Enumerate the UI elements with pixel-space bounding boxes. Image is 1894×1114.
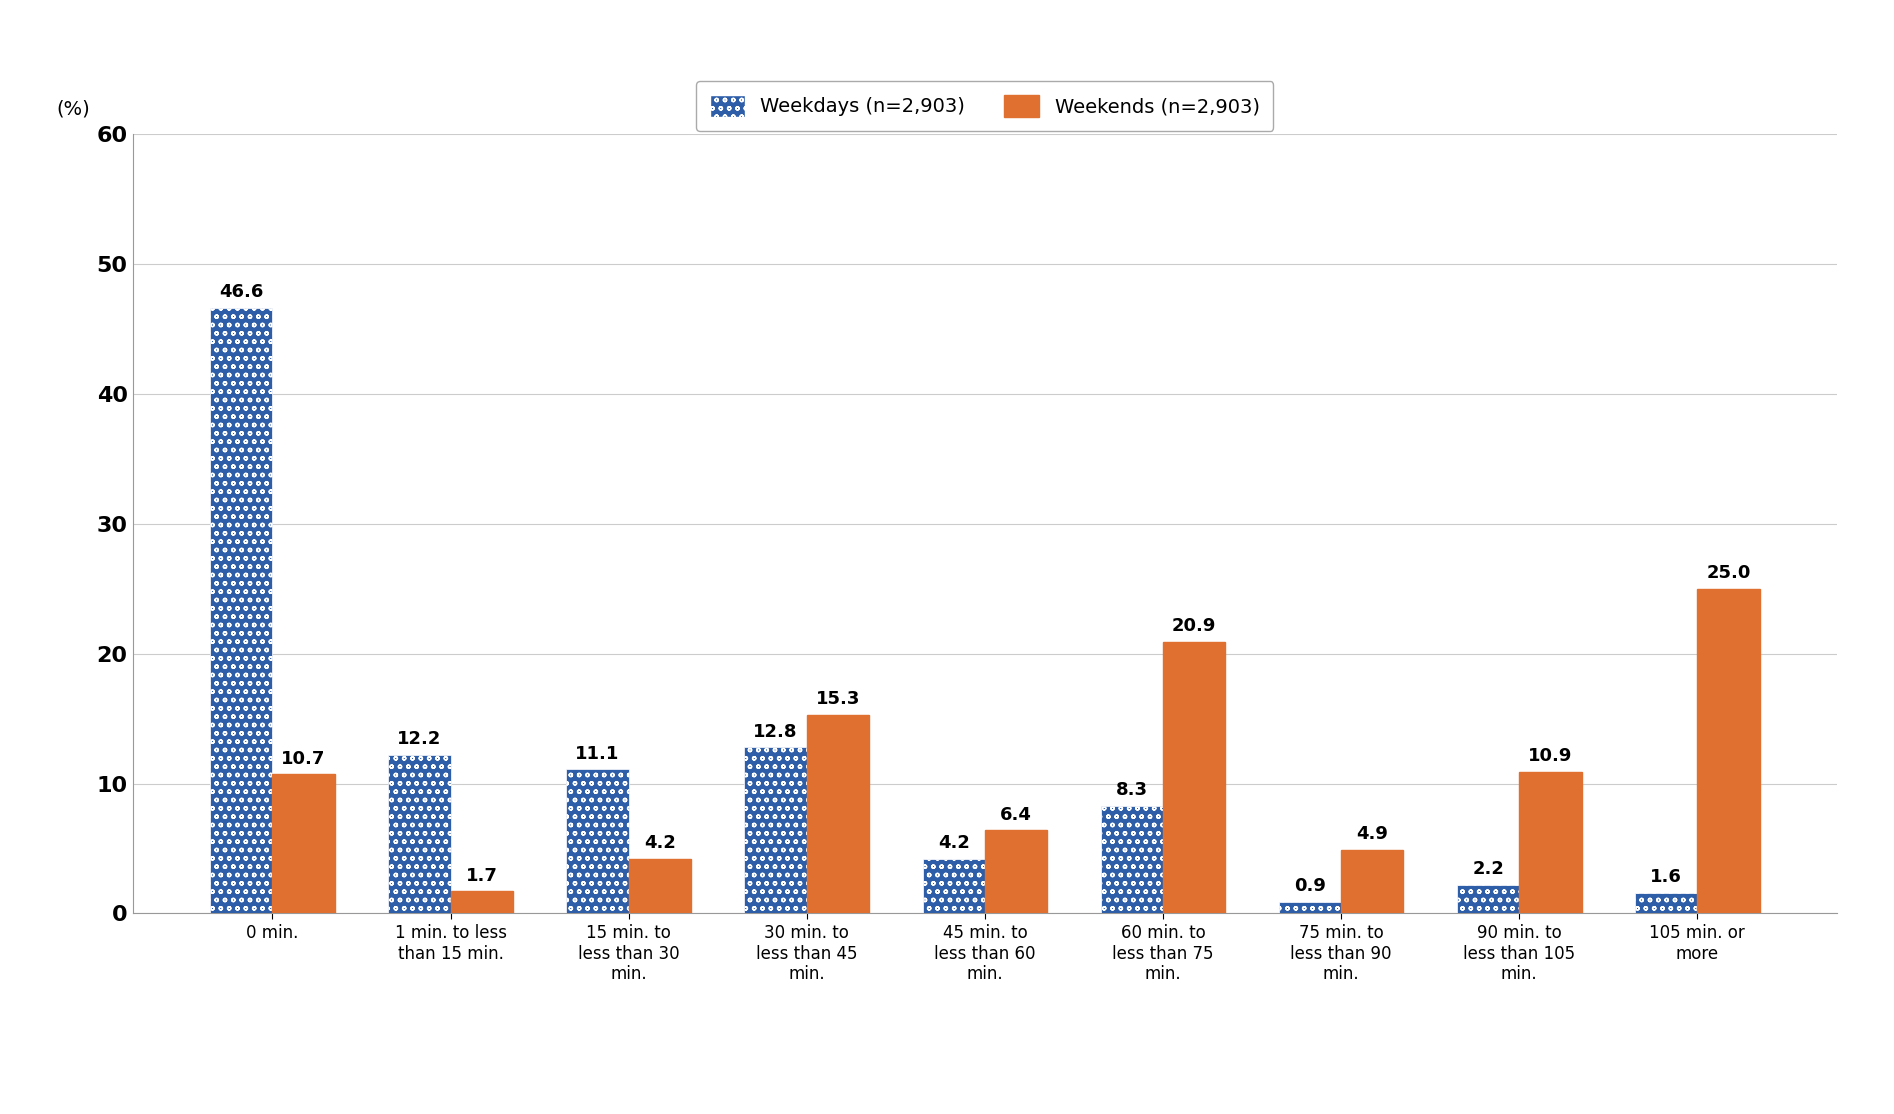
Bar [807,715,869,913]
Text: 4.2: 4.2 [938,834,970,852]
Text: 1.7: 1.7 [466,867,498,885]
Bar [1519,772,1581,913]
Bar [1456,885,1519,913]
Text: 8.3: 8.3 [1116,781,1148,799]
Bar [1278,901,1341,913]
Text: 0.9: 0.9 [1294,878,1326,896]
Text: 46.6: 46.6 [220,283,263,301]
Text: 11.1: 11.1 [576,745,619,763]
Legend: Weekdays (n=2,903), Weekends (n=2,903): Weekdays (n=2,903), Weekends (n=2,903) [697,81,1273,130]
Bar [1163,642,1225,913]
Bar [629,859,691,913]
Bar [388,755,451,913]
Bar [1341,850,1403,913]
Bar [451,891,513,913]
Bar [566,769,629,913]
Text: 15.3: 15.3 [816,691,860,709]
Text: 6.4: 6.4 [1000,805,1032,823]
Bar [210,307,273,913]
Bar [922,859,985,913]
Bar [1100,805,1163,913]
Bar [1697,588,1760,913]
Text: 2.2: 2.2 [1472,860,1504,878]
Bar [744,747,807,913]
Bar [1635,892,1697,913]
Text: 10.7: 10.7 [282,750,326,768]
Text: 1.6: 1.6 [1650,868,1682,886]
Text: 4.9: 4.9 [1356,825,1388,843]
Text: 12.2: 12.2 [398,731,441,749]
Y-axis label: (%): (%) [57,99,89,118]
Text: 10.9: 10.9 [1528,747,1572,765]
Bar [985,830,1047,913]
Text: 25.0: 25.0 [1706,564,1750,582]
Bar [273,774,335,913]
Text: 4.2: 4.2 [644,834,676,852]
Text: 12.8: 12.8 [754,723,797,741]
Text: 20.9: 20.9 [1172,617,1216,635]
